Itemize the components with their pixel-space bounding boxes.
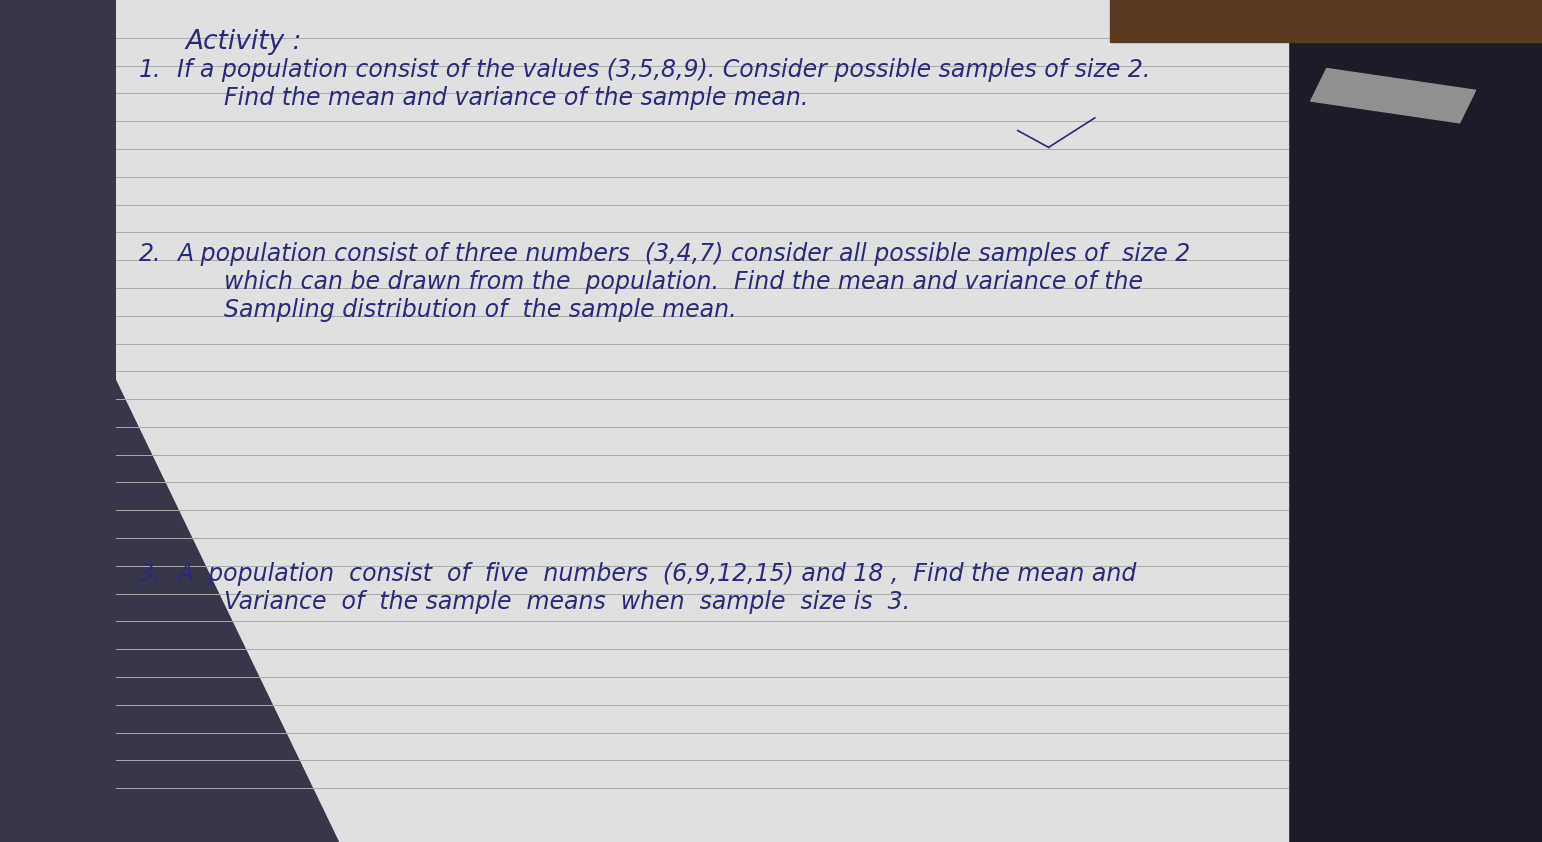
Text: 3.: 3. <box>139 562 162 586</box>
Text: Activity :: Activity : <box>185 29 302 55</box>
Bar <box>1141 0 1542 842</box>
Bar <box>116 0 1288 842</box>
Polygon shape <box>0 0 116 842</box>
Text: Find the mean and variance of the sample mean.: Find the mean and variance of the sample… <box>224 86 808 110</box>
Polygon shape <box>116 0 1288 842</box>
Text: A  population  consist  of  five  numbers  (6,9,12,15) and 18 ,  Find the mean a: A population consist of five numbers (6,… <box>177 562 1136 586</box>
Text: Sampling distribution of  the sample mean.: Sampling distribution of the sample mean… <box>224 297 736 322</box>
Bar <box>1311 68 1476 123</box>
Text: A population consist of three numbers  (3,4,7) consider all possible samples of : A population consist of three numbers (3… <box>177 242 1190 266</box>
Text: which can be drawn from the  population.  Find the mean and variance of the: which can be drawn from the population. … <box>224 269 1143 294</box>
Text: 1.: 1. <box>139 58 162 83</box>
Text: If a population consist of the values (3,5,8,9). Consider possible samples of si: If a population consist of the values (3… <box>177 58 1150 83</box>
Text: 2.: 2. <box>139 242 162 266</box>
Bar <box>1110 0 1542 42</box>
Text: Variance  of  the sample  means  when  sample  size is  3.: Variance of the sample means when sample… <box>224 589 910 614</box>
Polygon shape <box>0 0 339 842</box>
